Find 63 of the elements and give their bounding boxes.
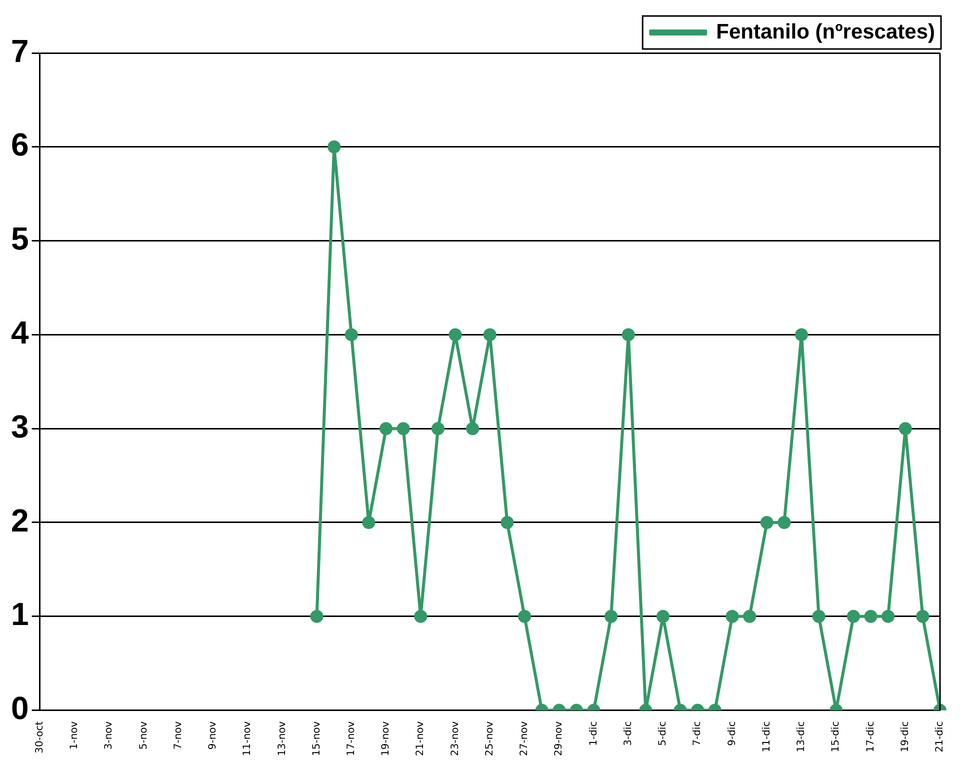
x-tick-label: 17-dic <box>865 721 876 752</box>
point <box>328 140 341 154</box>
x-tick-label: 7-nov <box>172 721 184 750</box>
x-tick-label: 19-dic <box>900 721 911 752</box>
x-tick-label: 3-dic <box>622 721 634 746</box>
x-tick-label: 21-dic <box>934 721 946 752</box>
y-tick-label: 1 <box>11 596 29 632</box>
y-tick-label: 2 <box>11 502 29 538</box>
x-tick-label: 9-nov <box>208 721 219 750</box>
x-tick-label: 1-nov <box>69 721 80 750</box>
x-tick-label: 15-dic <box>830 721 842 752</box>
point <box>466 422 480 436</box>
point <box>310 610 324 623</box>
y-tick-label: 6 <box>11 126 29 163</box>
point <box>812 610 826 623</box>
point <box>604 610 618 623</box>
x-tick-label: 17-nov <box>346 721 357 756</box>
x-tick-label: 13-nov <box>276 721 288 756</box>
point <box>622 328 635 342</box>
point <box>656 610 670 623</box>
y-tick-label: 7 <box>11 32 29 69</box>
y-tick-label: 5 <box>11 220 29 257</box>
x-tick-label: 30-oct <box>34 721 46 754</box>
x-tick-label: 19-nov <box>380 721 392 756</box>
x-tick-label: 13-dic <box>796 721 808 752</box>
x-tick-label: 25-nov <box>484 721 496 756</box>
point <box>864 610 878 623</box>
point <box>431 422 444 436</box>
point <box>396 422 410 436</box>
point <box>882 610 895 623</box>
point <box>846 610 860 623</box>
point <box>795 328 808 342</box>
point <box>778 516 791 529</box>
x-tick-label: 5-nov <box>138 721 150 750</box>
x-tick-label: 23-nov <box>450 721 461 756</box>
x-tick-label: 29-nov <box>554 721 565 756</box>
point <box>500 516 514 529</box>
point <box>344 328 358 342</box>
point <box>362 516 376 529</box>
point <box>448 328 462 342</box>
y-tick-label: 3 <box>11 408 29 444</box>
x-tick-label: 11-dic <box>761 721 772 752</box>
point <box>483 328 496 342</box>
y-tick-label: 0 <box>11 690 29 726</box>
x-tick-label: 1-dic <box>588 721 600 746</box>
x-tick-label: 27-nov <box>519 721 530 756</box>
x-tick-label: 3-nov <box>104 721 115 750</box>
point <box>414 610 428 623</box>
y-tick-label: 4 <box>11 314 29 351</box>
x-tick-label: 7-dic <box>692 721 704 746</box>
point <box>916 610 930 623</box>
point <box>726 610 739 623</box>
x-tick-label: 11-nov <box>242 721 254 756</box>
x-tick-label: 15-nov <box>311 721 322 756</box>
x-tick-label: 5-dic <box>658 721 669 746</box>
point <box>760 516 774 529</box>
x-tick-label: 21-nov <box>415 721 426 756</box>
point <box>898 422 912 436</box>
point <box>518 610 532 623</box>
point <box>380 422 393 436</box>
x-tick-label: 9-dic <box>726 721 738 746</box>
point <box>743 610 756 623</box>
legend-label: Fentanilo (nºrescates) <box>716 20 935 44</box>
